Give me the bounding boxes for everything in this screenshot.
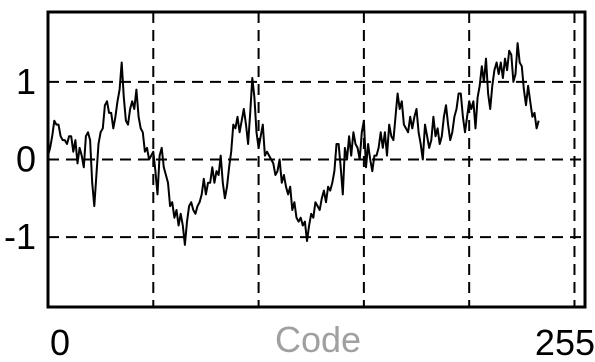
y-tick-label: 1 (16, 61, 36, 102)
y-tick-label: 0 (16, 139, 36, 180)
x-tick-label: 0 (50, 322, 70, 362)
plot-frame (46, 10, 587, 309)
y-tick-label: -1 (4, 216, 36, 257)
y-axis-tick-labels: 1 0 -1 (4, 61, 36, 257)
series-line (47, 42, 540, 246)
x-tick-label: 255 (535, 322, 595, 362)
x-axis-title: Code (275, 319, 361, 360)
x-axis-tick-labels: 0 255 (50, 322, 595, 362)
grid (48, 12, 585, 307)
